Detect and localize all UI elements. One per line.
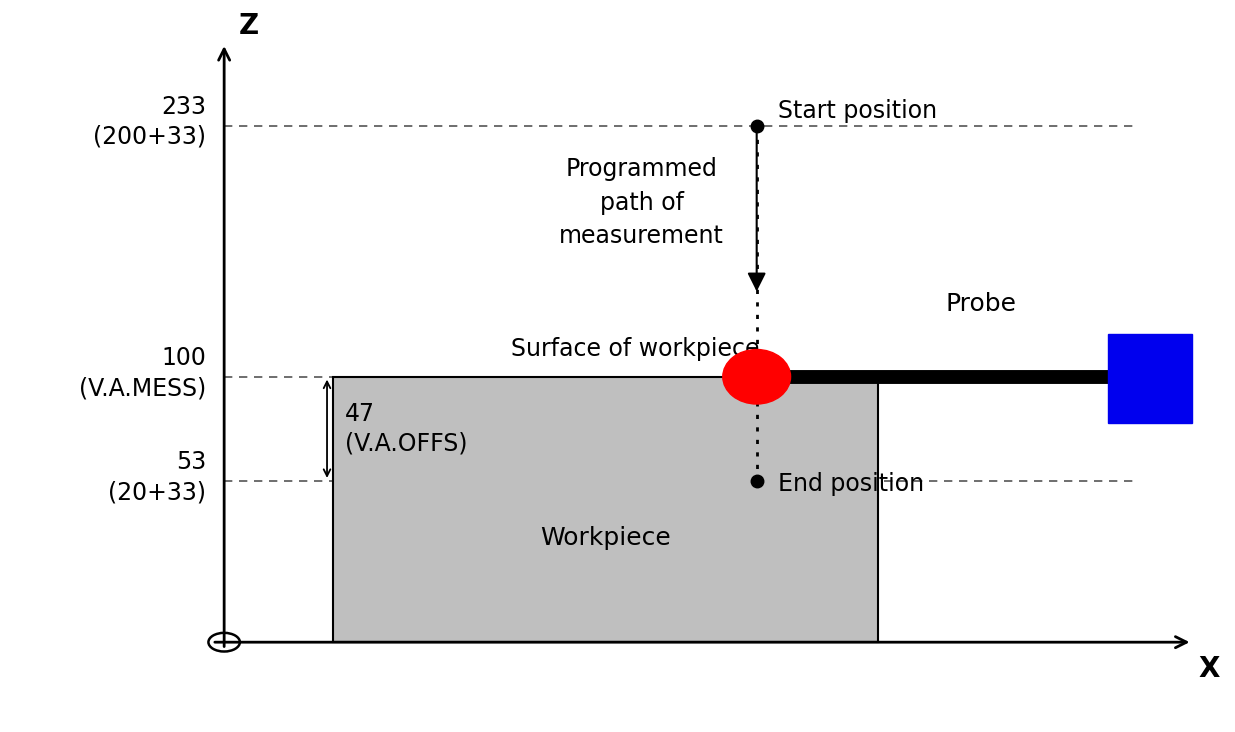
Bar (333, 377, 878, 642)
Text: Probe: Probe (945, 292, 1016, 315)
Text: End position: End position (778, 472, 925, 496)
Text: Workpiece: Workpiece (540, 526, 671, 550)
Text: 100
(V.A.MESS): 100 (V.A.MESS) (79, 346, 206, 400)
Text: 53
(20+33): 53 (20+33) (107, 450, 206, 504)
Text: Z: Z (238, 12, 259, 40)
Text: Programmed
path of
measurement: Programmed path of measurement (559, 157, 724, 248)
Text: 233
(200+33): 233 (200+33) (93, 95, 206, 149)
Ellipse shape (722, 349, 790, 404)
Text: X: X (1198, 655, 1220, 683)
Bar (1108, 334, 1193, 423)
Text: 47
(V.A.OFFS): 47 (V.A.OFFS) (346, 402, 468, 455)
Text: Start position: Start position (778, 100, 937, 123)
Text: Surface of workpiece: Surface of workpiece (511, 337, 760, 361)
